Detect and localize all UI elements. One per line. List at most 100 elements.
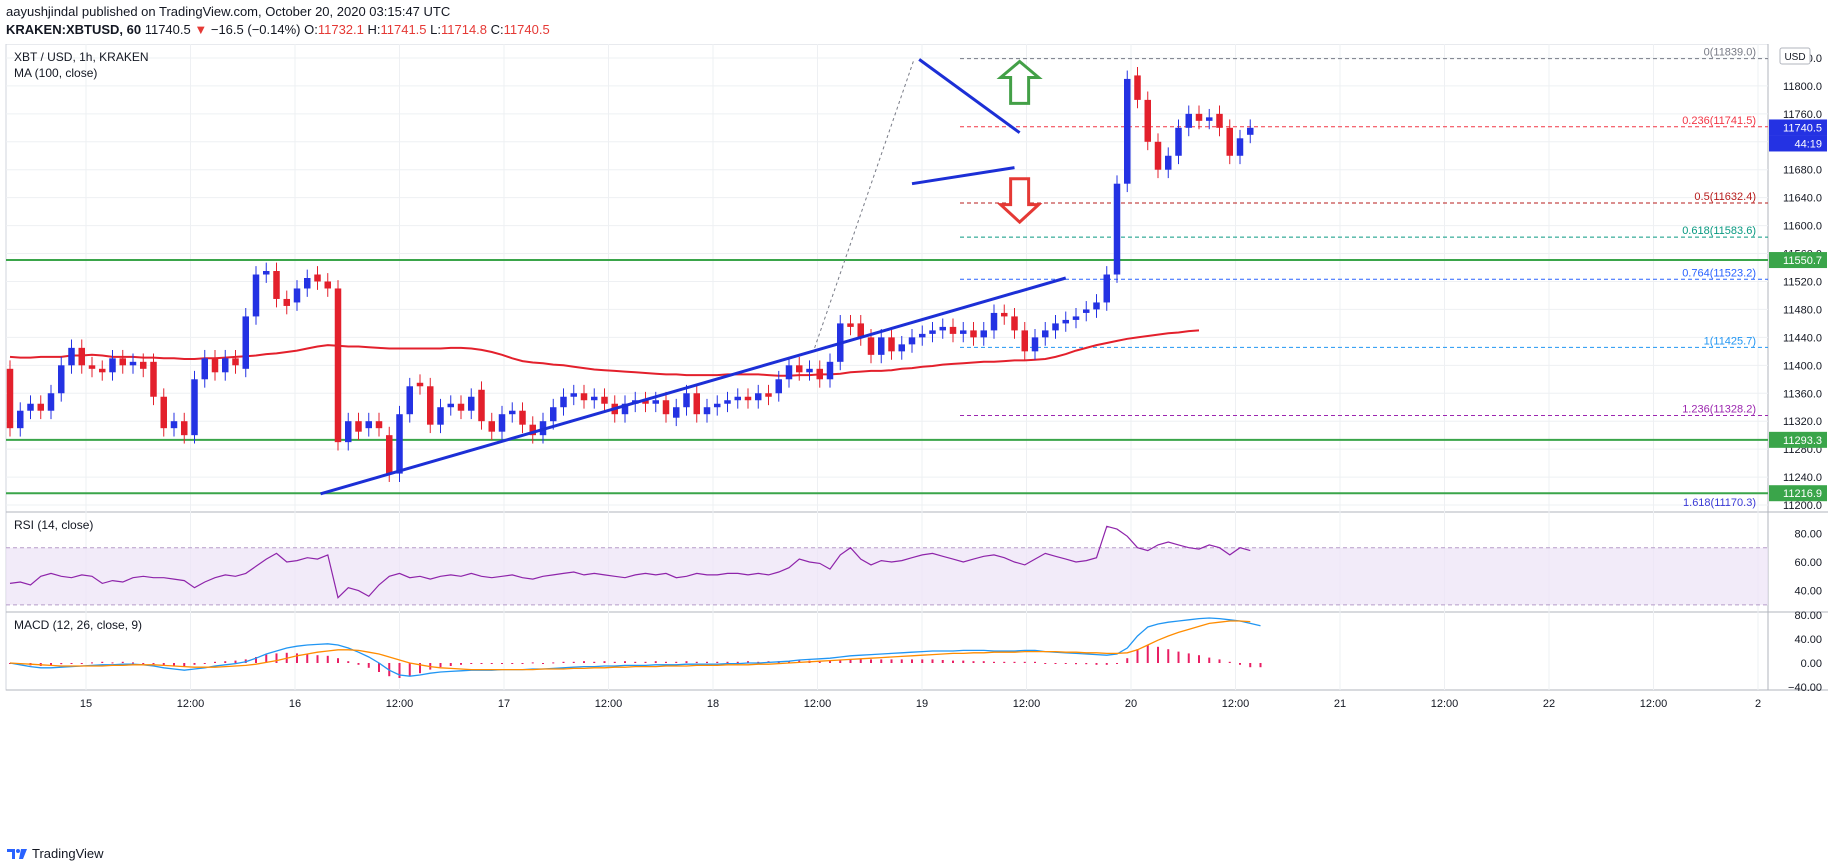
macd-histogram-bar <box>173 663 175 666</box>
candle <box>1134 75 1141 100</box>
author-name[interactable]: aayushjindal <box>6 4 79 19</box>
macd-histogram-bar <box>378 663 380 672</box>
candle <box>908 337 916 345</box>
price-tick-label: 11240.0 <box>1783 472 1822 484</box>
candle <box>170 421 178 429</box>
candle <box>980 330 987 338</box>
candle <box>324 281 331 289</box>
macd-histogram-bar <box>1054 663 1057 664</box>
candle <box>939 326 946 331</box>
rsi-band <box>6 547 1768 605</box>
macd-histogram-bar <box>337 658 339 663</box>
macd-histogram-bar <box>193 663 196 665</box>
macd-histogram-bar <box>634 661 637 663</box>
macd-histogram-bar <box>1146 645 1149 663</box>
candle <box>1144 99 1151 142</box>
price-tick-label: 11480.0 <box>1783 304 1822 316</box>
candle <box>273 271 280 299</box>
candle <box>468 396 475 411</box>
macd-histogram-bar <box>152 663 155 665</box>
fib-level-label: 0.236(11741.5) <box>1682 115 1756 127</box>
macd-histogram-bar <box>603 661 606 663</box>
chart-header: aayushjindal published on TradingView.co… <box>0 0 1828 44</box>
macd-histogram-bar <box>572 661 575 663</box>
macd-histogram-bar <box>449 663 452 666</box>
low-value: 11714.8 <box>441 22 488 37</box>
candle <box>662 400 670 415</box>
price-tick-label: 11200.0 <box>1783 500 1822 512</box>
macd-histogram-bar <box>439 663 442 668</box>
macd-histogram-bar <box>101 661 104 663</box>
macd-histogram-bar <box>583 661 585 663</box>
candle <box>1093 302 1100 310</box>
macd-histogram-bar <box>1228 661 1231 663</box>
macd-histogram-bar <box>1259 663 1262 668</box>
macd-histogram-bar <box>829 660 831 663</box>
published-text: published on TradingView.com, October 20… <box>81 4 451 19</box>
candle <box>652 400 659 404</box>
macd-histogram-bar <box>900 659 903 663</box>
change-down-icon: ▼ <box>194 22 208 37</box>
time-tick-label: 12:00 <box>177 698 205 710</box>
candle <box>211 358 219 373</box>
candle <box>181 421 188 436</box>
candle <box>17 410 24 429</box>
macd-tick-label: 0.00 <box>1801 658 1822 670</box>
macd-histogram-bar <box>419 663 421 674</box>
macd-histogram-bar <box>296 653 298 663</box>
open-label: O: <box>304 22 318 37</box>
countdown-badge <box>1769 135 1827 152</box>
chart-canvas[interactable]: 15 12:00 16 12:00 17 12:00 18 12:00 19 12:00 20 12:… <box>0 44 1828 840</box>
fib-level-label: 0.5(11632.4) <box>1694 191 1756 203</box>
candle <box>714 403 721 408</box>
candle <box>1001 312 1008 317</box>
macd-histogram-bar <box>1085 663 1088 665</box>
candle <box>242 316 249 369</box>
candle <box>857 323 864 338</box>
candle <box>1052 323 1059 331</box>
candle <box>970 330 977 338</box>
macd-histogram-bar <box>1013 661 1016 663</box>
candle <box>1185 113 1192 128</box>
candle <box>878 337 885 355</box>
macd-histogram-bar <box>275 653 278 663</box>
time-tick-label: 16 <box>289 698 301 710</box>
time-tick-label: 12:00 <box>595 698 623 710</box>
macd-histogram-bar <box>880 659 883 663</box>
candle <box>1165 155 1172 170</box>
macd-histogram-bar <box>685 661 688 663</box>
ma-indicator-label: MA (100, close) <box>14 66 97 80</box>
rsi-tick-label: 60.00 <box>1794 557 1822 569</box>
close-label: C: <box>490 22 504 37</box>
candle <box>621 403 629 415</box>
candle <box>334 288 342 443</box>
candle <box>6 368 14 429</box>
currency-badge <box>1779 47 1811 65</box>
candle <box>867 337 875 355</box>
time-tick-label: 18 <box>707 698 719 710</box>
candle <box>591 396 598 401</box>
candle <box>150 361 157 397</box>
candle <box>1216 113 1223 128</box>
macd-histogram-bar <box>255 657 257 663</box>
chart-title: XBT / USD, 1h, KRAKEN <box>14 50 149 64</box>
brand-name: TradingView <box>32 845 104 861</box>
time-tick-label: 12:00 <box>1640 698 1668 710</box>
candle <box>724 400 731 404</box>
price-tick-label: 11400.0 <box>1783 360 1822 372</box>
candle <box>99 368 106 373</box>
ohlc-line: KRAKEN:XBTUSD, 60 11740.5 ▼ −16.5 (−0.14… <box>6 22 550 37</box>
level-price-badge-text: 11216.9 <box>1783 488 1822 500</box>
last-price: 11740.5 <box>144 22 191 37</box>
candle <box>919 333 926 338</box>
open-value: 11732.1 <box>317 22 364 37</box>
current-price-badge <box>1769 119 1827 136</box>
candle <box>191 379 198 436</box>
macd-histogram-bar <box>644 661 647 663</box>
candle <box>898 344 905 352</box>
macd-histogram-bar <box>542 663 544 664</box>
macd-histogram-bar <box>501 663 503 664</box>
macd-histogram-bar <box>121 661 124 663</box>
candle <box>1236 138 1244 156</box>
price-tick-label: 11680.0 <box>1783 165 1822 177</box>
